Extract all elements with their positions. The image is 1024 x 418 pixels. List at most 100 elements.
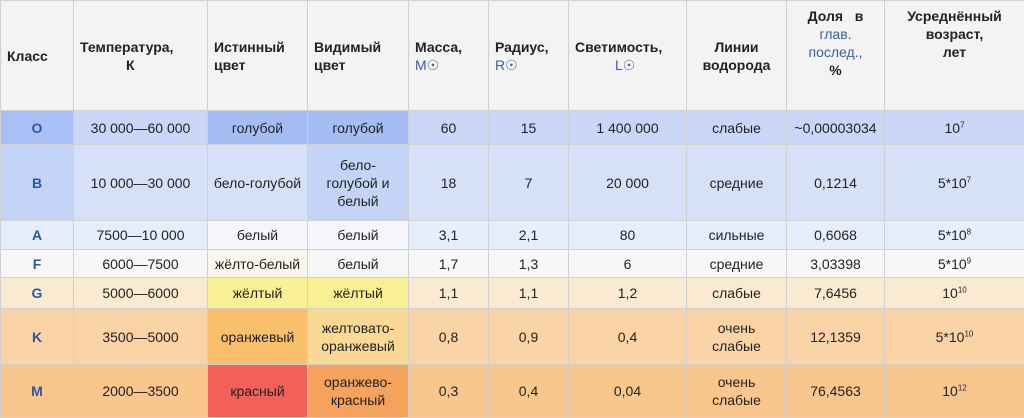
main-sequence-share-cell: 0,6068 <box>787 221 885 250</box>
true-color-cell: бело-голубой <box>208 145 308 221</box>
average-age-cell: 1012 <box>885 365 1024 418</box>
header-mass: Масса,M☉ <box>409 1 489 111</box>
true-color-cell: жёлто-белый <box>208 250 308 278</box>
class-cell: K <box>1 309 74 365</box>
main-sequence-share-cell: 0,1214 <box>787 145 885 221</box>
temperature-cell: 30 000—60 000 <box>74 111 208 145</box>
visible-color-cell: жёлтый <box>308 278 409 309</box>
average-age-cell: 5*108 <box>885 221 1024 250</box>
luminosity-cell: 1 400 000 <box>569 111 687 145</box>
luminosity-cell: 0,4 <box>569 309 687 365</box>
class-cell: A <box>1 221 74 250</box>
true-color-cell: белый <box>208 221 308 250</box>
main-sequence-link[interactable]: глав.послед., <box>790 25 881 61</box>
solar-radius-link[interactable]: R☉ <box>495 56 565 74</box>
solar-mass-link[interactable]: M☉ <box>415 56 485 74</box>
mass-cell: 1,7 <box>409 250 489 278</box>
class-cell: M <box>1 365 74 418</box>
main-sequence-share-cell: 12,1359 <box>787 309 885 365</box>
average-age-cell: 107 <box>885 111 1024 145</box>
mass-cell: 0,8 <box>409 309 489 365</box>
temperature-cell: 10 000—30 000 <box>74 145 208 221</box>
spectral-class-link[interactable]: A <box>32 227 42 243</box>
true-color-cell: голубой <box>208 111 308 145</box>
header-main-sequence-share: Доля в глав.послед., % <box>787 1 885 111</box>
class-cell: B <box>1 145 74 221</box>
radius-cell: 0,4 <box>489 365 569 418</box>
main-sequence-share-cell: 7,6456 <box>787 278 885 309</box>
hydrogen-lines-cell: средние <box>687 250 787 278</box>
visible-color-cell: голубой <box>308 111 409 145</box>
header-luminosity: Светимость,L☉ <box>569 1 687 111</box>
header-class: Класс <box>1 1 74 111</box>
visible-color-cell: оранжево-красный <box>308 365 409 418</box>
temperature-cell: 3500—5000 <box>74 309 208 365</box>
true-color-cell: оранжевый <box>208 309 308 365</box>
radius-cell: 7 <box>489 145 569 221</box>
spectral-class-link[interactable]: G <box>32 285 43 301</box>
true-color-cell: красный <box>208 365 308 418</box>
temperature-cell: 7500—10 000 <box>74 221 208 250</box>
average-age-cell: 5*1010 <box>885 309 1024 365</box>
temperature-cell: 2000—3500 <box>74 365 208 418</box>
class-cell: O <box>1 111 74 145</box>
hydrogen-lines-cell: сильные <box>687 221 787 250</box>
class-cell: G <box>1 278 74 309</box>
radius-cell: 2,1 <box>489 221 569 250</box>
mass-cell: 18 <box>409 145 489 221</box>
radius-cell: 1,3 <box>489 250 569 278</box>
radius-cell: 0,9 <box>489 309 569 365</box>
luminosity-cell: 20 000 <box>569 145 687 221</box>
visible-color-cell: желтовато-оранжевый <box>308 309 409 365</box>
main-sequence-share-cell: 3,03398 <box>787 250 885 278</box>
luminosity-cell: 6 <box>569 250 687 278</box>
solar-luminosity-link[interactable]: L☉ <box>575 56 683 74</box>
mass-cell: 1,1 <box>409 278 489 309</box>
radius-cell: 15 <box>489 111 569 145</box>
luminosity-cell: 1,2 <box>569 278 687 309</box>
luminosity-cell: 80 <box>569 221 687 250</box>
spectral-class-link[interactable]: O <box>32 120 43 136</box>
mass-cell: 60 <box>409 111 489 145</box>
spectral-class-link[interactable]: M <box>31 383 43 399</box>
main-sequence-share-cell: ~0,00003034 <box>787 111 885 145</box>
header-temperature: Температура,К <box>74 1 208 111</box>
spectral-class-link[interactable]: F <box>33 256 42 272</box>
spectral-class-link[interactable]: K <box>32 329 42 345</box>
mass-cell: 3,1 <box>409 221 489 250</box>
true-color-cell: жёлтый <box>208 278 308 309</box>
hydrogen-lines-cell: слабые <box>687 111 787 145</box>
average-age-cell: 5*107 <box>885 145 1024 221</box>
class-cell: F <box>1 250 74 278</box>
hydrogen-lines-cell: средние <box>687 145 787 221</box>
temperature-cell: 6000—7500 <box>74 250 208 278</box>
radius-cell: 1,1 <box>489 278 569 309</box>
spectral-class-link[interactable]: B <box>32 175 42 191</box>
header-radius: Радиус,R☉ <box>489 1 569 111</box>
hydrogen-lines-cell: слабые <box>687 278 787 309</box>
average-age-cell: 5*109 <box>885 250 1024 278</box>
temperature-cell: 5000—6000 <box>74 278 208 309</box>
average-age-cell: 1010 <box>885 278 1024 309</box>
mass-cell: 0,3 <box>409 365 489 418</box>
luminosity-cell: 0,04 <box>569 365 687 418</box>
main-sequence-share-cell: 76,4563 <box>787 365 885 418</box>
visible-color-cell: белый <box>308 221 409 250</box>
visible-color-cell: белый <box>308 250 409 278</box>
